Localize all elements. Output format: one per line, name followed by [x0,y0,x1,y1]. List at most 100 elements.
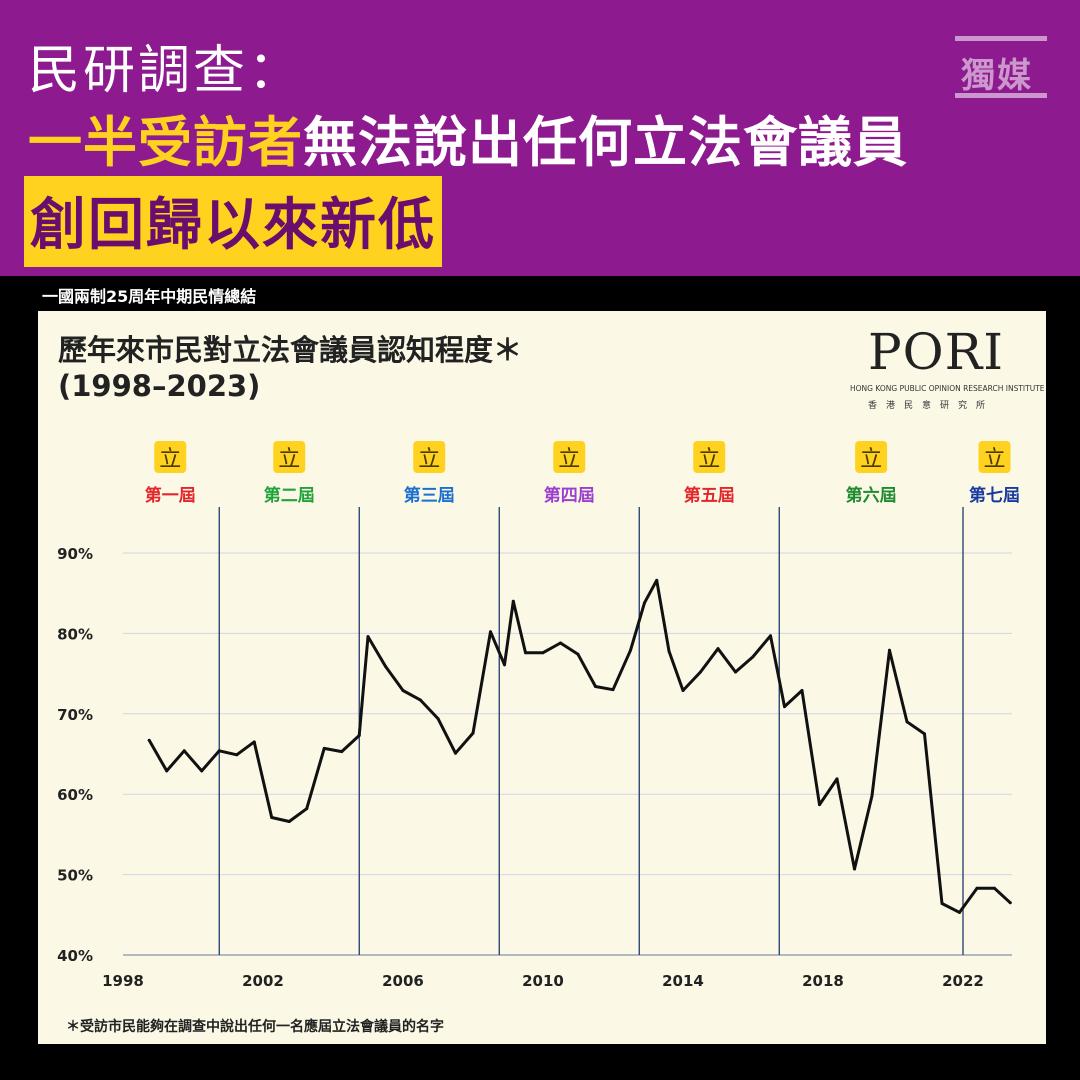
data-point [524,651,527,655]
inmedia-logo: 獨媒 [955,36,1047,100]
data-point [287,820,291,824]
term-label: 第二屆 [264,485,315,506]
logo-text: 獨媒 [961,56,1033,96]
data-point [655,578,659,582]
data-point [182,749,186,753]
headline-line-1: 民研調查： [28,41,304,101]
data-point [611,688,615,692]
pori-name: PORI [868,323,1005,381]
chart-title: 歷年來市民對立法會議員認知程度＊ [58,333,523,367]
x-tick-label: 2022 [942,972,984,990]
headline-rest: 無法說出任何立法會議員 [303,111,908,174]
data-point [541,651,545,655]
data-point [800,688,804,692]
legco-icon: 立 [693,441,726,473]
data-point [870,794,874,798]
pori-english-name: HONG KONG PUBLIC OPINION RESEARCH INSTIT… [850,384,1045,393]
term-label: 第七屆 [969,485,1020,506]
data-point [252,740,256,744]
x-tick-label: 2014 [662,972,704,990]
legco-icon-glyph: 立 [418,447,440,472]
y-tick-label: 60% [57,786,93,804]
logo-bar-top [955,36,1047,41]
data-point [436,717,440,721]
legco-icon: 立 [154,441,187,473]
term-label: 第五屆 [684,485,735,506]
legco-icon-bg [154,441,187,473]
headline-accent: 一半受訪者 [28,111,303,174]
data-point [853,867,856,871]
x-tick-label: 1998 [102,972,144,990]
x-tick-label: 2010 [522,972,564,990]
data-point [594,684,597,688]
legco-icon: 立 [413,441,446,473]
data-point [993,886,996,890]
data-point [401,688,405,692]
data-point [576,652,580,656]
legco-icon-glyph: 立 [983,447,1005,472]
data-point [940,902,944,906]
data-point [165,769,169,773]
chart-subtitle: (1998–2023) [58,369,261,403]
data-point [559,641,562,645]
legco-icon-glyph: 立 [558,447,580,472]
data-point [419,698,422,702]
data-point [734,670,737,674]
legco-icon-bg [855,441,888,473]
data-point [503,663,506,667]
data-point [235,753,239,757]
data-point [716,647,720,651]
y-tick-label: 70% [57,706,93,724]
legco-icon-glyph: 立 [278,447,300,472]
data-point [217,749,221,753]
y-tick-label: 40% [57,947,93,965]
data-point [975,886,979,890]
legco-icon-bg [978,441,1011,473]
y-tick-label: 80% [57,625,93,643]
data-point [322,746,326,750]
legco-icon-glyph: 立 [698,447,720,472]
footnote: ＊受訪市民能夠在調查中說出任何一名應屆立法會議員的名字 [66,1019,444,1035]
chart-card: 歷年來市民對立法會議員認知程度＊ (1998–2023) PORI HONG K… [38,311,1046,1044]
legco-icon: 立 [855,441,888,473]
data-point [147,738,151,742]
data-point [835,777,839,781]
data-point [270,816,274,820]
x-tick-label: 2018 [802,972,844,990]
term-label: 第一屆 [145,485,196,506]
report-subtitle: 一國兩制25周年中期民情總結 [42,287,257,306]
data-point [340,750,344,754]
data-point [818,803,821,807]
series-line [147,578,1012,914]
data-point [454,751,457,755]
data-point [667,649,671,653]
legco-icon-bg [693,441,726,473]
term-label: 第四屆 [544,485,595,506]
y-tick-label: 90% [57,545,93,563]
legco-icon-glyph: 立 [860,447,882,472]
data-point [699,670,702,674]
headline-banner: 民研調查： 一半受訪者無法說出任何立法會議員 創回歸以來新低 獨媒 [0,0,1080,276]
y-tick-label: 50% [57,867,93,885]
logo-bar-bottom [955,93,1047,98]
data-point [923,732,926,736]
data-point [783,705,786,709]
x-tick-label: 2002 [242,972,284,990]
legco-icon-bg [273,441,306,473]
data-point [489,630,492,634]
data-point [511,599,515,603]
data-point [357,734,361,738]
legco-icon: 立 [273,441,306,473]
pori-logo: PORI HONG KONG PUBLIC OPINION RESEARCH I… [846,323,1045,413]
legco-icon-bg [413,441,446,473]
data-point [769,634,772,638]
legco-icon-glyph: 立 [159,447,181,472]
data-point [888,648,891,652]
data-point [905,720,909,724]
data-point [1008,901,1012,905]
data-point [471,731,475,735]
legco-icon-bg [553,441,586,473]
headline-line-3: 創回歸以來新低 [24,176,442,267]
x-tick-label: 2006 [382,972,424,990]
